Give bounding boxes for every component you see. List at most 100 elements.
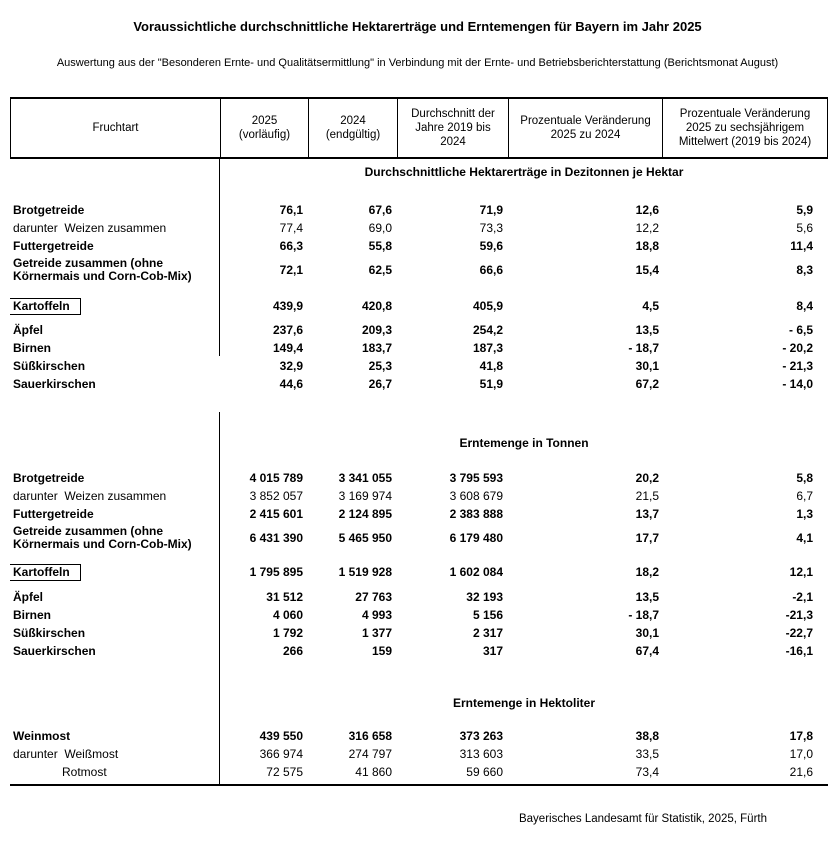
value-cell: 41 860 xyxy=(355,765,392,779)
row-label-cell: darunter Weißmost xyxy=(13,746,119,761)
value-cell: 2 415 601 xyxy=(249,507,303,521)
value-cell: 12,1 xyxy=(789,565,813,579)
value-cell: 72 575 xyxy=(266,765,303,779)
value-cell: - 20,2 xyxy=(782,341,813,355)
section-heading: Erntemenge in Hektoliter xyxy=(452,696,596,710)
column-header-2: 2024 (endgültig) xyxy=(309,99,398,157)
value-cell: 187,3 xyxy=(472,341,503,355)
value-cell: 3 169 974 xyxy=(338,489,392,503)
value-cell: 30,1 xyxy=(635,626,659,640)
value-cell: 13,5 xyxy=(635,590,659,604)
value-cell: 27 763 xyxy=(355,590,392,604)
value-cell: -16,1 xyxy=(785,644,813,658)
value-cell: 76,1 xyxy=(279,203,303,217)
table-section-1: Erntemenge in Tonnen Brotgetreide 4 015 78… xyxy=(10,435,828,660)
column-header-1: 2025 (vorläufig) xyxy=(221,99,309,157)
row-label-cell: Futtergetreide xyxy=(13,506,94,521)
row-label-cell: Rotmost xyxy=(62,764,107,779)
table-section-2: Erntemenge in Hektoliter Weinmost 439 550 3… xyxy=(10,695,828,781)
section-heading: Durchschnittliche Hektarerträge in Dezit… xyxy=(364,165,684,179)
value-cell: 3 608 679 xyxy=(449,489,503,503)
value-cell: 237,6 xyxy=(272,323,303,337)
column-divider-line xyxy=(219,159,220,356)
row-label-boxed: Kartoffeln xyxy=(10,563,81,581)
value-cell: 73,4 xyxy=(635,765,659,779)
value-cell: 4,1 xyxy=(796,531,813,545)
value-cell: 71,9 xyxy=(479,203,503,217)
value-cell: - 6,5 xyxy=(788,323,813,337)
row-label-cell: Äpfel xyxy=(13,589,43,604)
value-cell: 313 603 xyxy=(459,747,503,761)
row-label-cell: Kartoffeln xyxy=(10,563,220,581)
value-cell: 6 179 480 xyxy=(449,531,503,545)
value-cell: 31 512 xyxy=(266,590,303,604)
row-label-cell: Äpfel xyxy=(13,322,43,337)
row-label-cell: Sauerkirschen xyxy=(13,376,96,391)
value-cell: 69,0 xyxy=(368,221,392,235)
value-cell: 274 797 xyxy=(348,747,392,761)
source-attribution: Bayerisches Landesamt für Statistik, 202… xyxy=(518,813,767,825)
table-section-0: Durchschnittliche Hektarerträge in Dezit… xyxy=(10,164,828,393)
table-row: Sauerkirschen 266 159 317 67,4 -16,1 xyxy=(10,642,828,660)
value-cell: 66,3 xyxy=(279,239,303,253)
value-cell: 1,3 xyxy=(796,507,813,521)
table-row: Brotgetreide 4 015 789 3 341 055 3 795 593 2… xyxy=(10,469,828,487)
value-cell: 2 124 895 xyxy=(338,507,392,521)
row-label-cell: Weinmost xyxy=(13,728,71,743)
value-cell: 13,7 xyxy=(635,507,659,521)
value-cell: 17,7 xyxy=(635,531,659,545)
table-row: Äpfel 237,6 209,3 254,2 13,5 - 6,5 xyxy=(10,321,828,339)
page-title: Voraussichtliche durchschnittliche Hekta… xyxy=(133,19,702,34)
value-cell: 59 660 xyxy=(466,765,503,779)
table-row: Brotgetreide 76,1 67,6 71,9 12,6 5,9 xyxy=(10,201,828,219)
value-cell: 73,3 xyxy=(479,221,503,235)
table-row: Kartoffeln 1 795 895 1 519 928 1 602 084 18,… xyxy=(10,563,828,581)
value-cell: 51,9 xyxy=(479,377,503,391)
table-row: Getreide zusammen (ohne Körnermais und C… xyxy=(10,255,828,285)
row-label-cell: darunter Weizen zusammen xyxy=(13,220,167,235)
column-header-4: Prozentuale Veränderung 2025 zu 2024 xyxy=(509,99,663,157)
value-cell: 373 263 xyxy=(459,729,503,743)
value-cell: 2 383 888 xyxy=(449,507,503,521)
value-cell: 59,6 xyxy=(479,239,503,253)
table-row: darunter Weißmost 366 974 274 797 313 603 33… xyxy=(10,745,828,763)
value-cell: 30,1 xyxy=(635,359,659,373)
row-label-cell: Süßkirschen xyxy=(13,625,86,640)
value-cell: 3 341 055 xyxy=(338,471,392,485)
value-cell: 20,2 xyxy=(635,471,659,485)
value-cell: 3 852 057 xyxy=(249,489,303,503)
page-subtitle: Auswertung aus der "Besonderen Ernte- un… xyxy=(56,57,779,69)
table-row: Süßkirschen 1 792 1 377 2 317 30,1 -22,7 xyxy=(10,624,828,642)
value-cell: 33,5 xyxy=(635,747,659,761)
value-cell: 17,8 xyxy=(789,729,813,743)
value-cell: 26,7 xyxy=(368,377,392,391)
value-cell: 254,2 xyxy=(472,323,503,337)
value-cell: 13,5 xyxy=(635,323,659,337)
table-row: Sauerkirschen 44,6 26,7 51,9 67,2 - 14,0 xyxy=(10,375,828,393)
row-label-cell: darunter Weizen zusammen xyxy=(13,488,167,503)
value-cell: 44,6 xyxy=(279,377,303,391)
value-cell: 3 795 593 xyxy=(449,471,503,485)
column-divider-line xyxy=(219,412,220,784)
row-label-boxed: Kartoffeln xyxy=(10,297,81,315)
table-row: Weinmost 439 550 316 658 373 263 38,8 17,8 xyxy=(10,727,828,745)
value-cell: - 18,7 xyxy=(628,608,659,622)
value-cell: 317 xyxy=(482,644,503,658)
table-row: Rotmost 72 575 41 860 59 660 73,4 21,6 xyxy=(10,763,828,781)
row-label-cell: Getreide zusammen (ohne Körnermais und C… xyxy=(13,256,192,283)
row-label-cell: Süßkirschen xyxy=(13,358,86,373)
value-cell: 66,6 xyxy=(479,263,503,277)
value-cell: 5,9 xyxy=(796,203,813,217)
column-header-5: Prozentuale Veränderung 2025 zu sechsjäh… xyxy=(678,108,812,148)
value-cell: 12,2 xyxy=(635,221,659,235)
table-row: Kartoffeln 439,9 420,8 405,9 4,5 8,4 xyxy=(10,297,828,315)
value-cell: 439 550 xyxy=(259,729,303,743)
value-cell: 32 193 xyxy=(466,590,503,604)
table-row: Birnen 149,4 183,7 187,3 - 18,7 - 20,2 xyxy=(10,339,828,357)
value-cell: 5 465 950 xyxy=(338,531,392,545)
value-cell: 11,4 xyxy=(790,239,813,253)
value-cell: 6,7 xyxy=(796,489,813,503)
section-heading: Erntemenge in Tonnen xyxy=(459,436,589,450)
table-row: Birnen 4 060 4 993 5 156 - 18,7 -21,3 xyxy=(10,606,828,624)
value-cell: 67,6 xyxy=(368,203,392,217)
